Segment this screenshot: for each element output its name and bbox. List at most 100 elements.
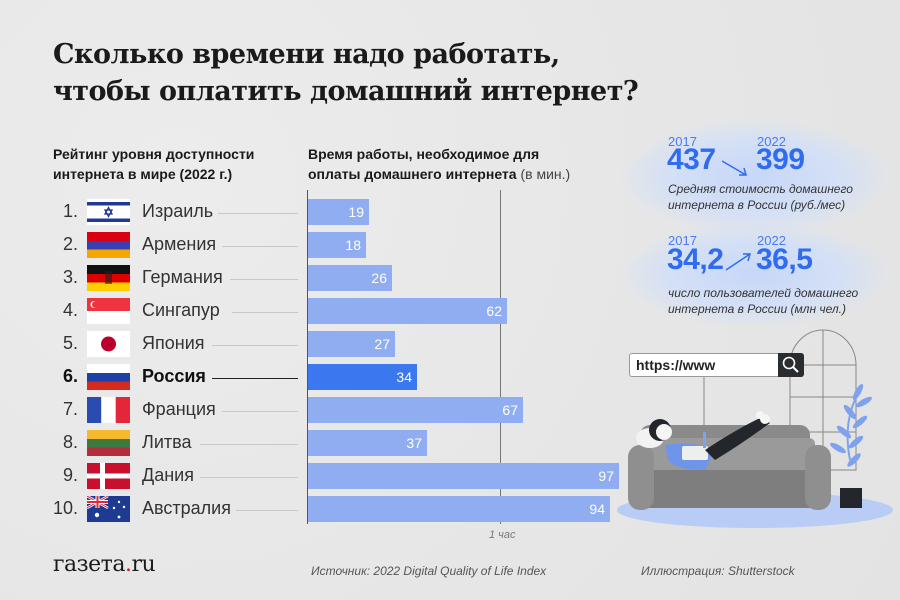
logo-text: газета	[53, 552, 125, 577]
gazeta-logo: газета.ru	[53, 552, 156, 577]
stat-desc-line-1: число пользователей домашнего	[668, 286, 859, 300]
logo-tld: ru	[131, 552, 156, 577]
source-caption: Источник: 2022 Digital Quality of Life I…	[311, 564, 547, 578]
rank-number: 5.	[62, 333, 78, 353]
stat-value-to: 36,5	[756, 243, 813, 276]
url-text: https://www	[636, 357, 716, 373]
ranking-row: 8. Литва	[0, 429, 300, 457]
stat-desc-line-2: интернета в России (млн чел.)	[668, 302, 846, 316]
country-name: Россия	[142, 366, 206, 386]
country-name: Армения	[142, 234, 217, 254]
country-name: Австралия	[142, 498, 231, 518]
bar-israel: 19	[308, 199, 369, 225]
russia-flag-icon	[87, 364, 130, 390]
ranking-row: 5. Япония	[0, 330, 300, 358]
logo-dot: .	[124, 552, 132, 577]
leader-line	[236, 510, 298, 511]
ranking-row: 3. Германия	[0, 264, 300, 292]
leader-line	[200, 477, 298, 478]
chart-header-unit: (в мин.)	[516, 166, 571, 182]
arrow-up-right-icon	[725, 253, 751, 271]
israel-flag-icon	[87, 199, 130, 225]
bar-france: 67	[308, 397, 523, 423]
bar-denmark: 97	[308, 463, 619, 489]
rank-number: 2.	[62, 234, 78, 254]
country-name: Франция	[142, 399, 216, 419]
stat-year-to: 2022	[757, 134, 786, 149]
ranking-row: 10. Австралия	[0, 495, 300, 523]
page-title: Сколько времени надо работать, чтобы опл…	[53, 36, 639, 110]
leader-line	[200, 444, 298, 445]
singapore-flag-icon	[87, 298, 130, 324]
leader-line	[222, 246, 298, 247]
bar-lithuania: 37	[308, 430, 427, 456]
ranking-row: 7. Франция	[0, 396, 300, 424]
rank-number: 10.	[52, 498, 78, 518]
rank-number: 8.	[62, 432, 78, 452]
country-name: Дания	[142, 465, 194, 485]
one-hour-reference-line	[500, 190, 501, 524]
ranking-row-highlighted: 6. Россия	[0, 363, 300, 391]
stat-value-from: 437	[667, 143, 716, 176]
rank-number: 6.	[62, 366, 78, 386]
australia-flag-icon	[87, 496, 130, 522]
bar-germany: 26	[308, 265, 392, 291]
woman-on-sofa-illustration	[617, 329, 893, 528]
country-name: Сингапур	[142, 300, 220, 320]
germany-flag-icon	[87, 265, 130, 291]
stat-value-to: 399	[756, 143, 805, 176]
title-line-1: Сколько времени надо работать,	[53, 39, 560, 70]
ranking-row: 9. Дания	[0, 462, 300, 490]
leader-line	[222, 411, 298, 412]
ranking-row: 4. Сингапур	[0, 297, 300, 325]
country-name: Япония	[142, 333, 205, 353]
leader-line	[218, 213, 298, 214]
rank-number: 7.	[62, 399, 78, 419]
france-flag-icon	[87, 397, 130, 423]
arrow-down-right-icon	[721, 160, 747, 176]
ranking-header: Рейтинг уровня доступности интернета в м…	[53, 144, 254, 184]
stat-year-from: 2017	[668, 134, 697, 149]
leader-line	[230, 279, 298, 280]
country-name: Израиль	[142, 201, 214, 221]
bar-singapore: 62	[308, 298, 507, 324]
chart-header-line-2: оплаты домашнего интернета (в мин.)	[308, 164, 570, 184]
rank-number: 9.	[62, 465, 78, 485]
search-icon	[778, 353, 804, 377]
rank-number: 1.	[62, 201, 78, 221]
ranking-row: 2. Армения	[0, 231, 300, 259]
url-search-bar: https://www	[629, 353, 804, 377]
country-name: Литва	[142, 432, 192, 452]
ranking-row: 1. Израиль	[0, 198, 300, 226]
ranking-header-line-1: Рейтинг уровня доступности	[53, 146, 255, 162]
bar-japan: 27	[308, 331, 395, 357]
stat-users-background	[620, 222, 890, 327]
stat-cost-background	[620, 120, 890, 235]
country-name: Германия	[142, 267, 223, 287]
bar-australia: 94	[308, 496, 610, 522]
ranking-header-line-2: интернета в мире (2022 г.)	[53, 166, 233, 182]
chart-header-bold: оплаты домашнего интернета	[308, 166, 517, 182]
stat-desc-line-2: интернета в России (руб./мес)	[668, 198, 846, 212]
chart-header: Время работы, необходимое для оплаты дом…	[308, 144, 570, 184]
lithuania-flag-icon	[87, 430, 130, 456]
stat-year-to: 2022	[757, 233, 786, 248]
one-hour-label: 1 час	[489, 529, 516, 541]
illustration-credit: Иллюстрация: Shutterstock	[641, 564, 795, 578]
stat-desc-line-1: Средняя стоимость домашнего	[668, 182, 853, 196]
denmark-flag-icon	[87, 463, 130, 489]
bar-russia: 34	[308, 364, 417, 390]
rank-number: 4.	[62, 300, 78, 320]
chart-header-line-1: Время работы, необходимое для	[308, 146, 540, 162]
japan-flag-icon	[87, 331, 130, 357]
title-line-2: чтобы оплатить домашний интернет?	[53, 76, 639, 107]
leader-line	[212, 378, 298, 379]
armenia-flag-icon	[87, 232, 130, 258]
leader-line	[232, 312, 298, 313]
rank-number: 3.	[62, 267, 78, 287]
stat-year-from: 2017	[668, 233, 697, 248]
bar-armenia: 18	[308, 232, 366, 258]
stat-value-from: 34,2	[667, 243, 724, 276]
leader-line	[212, 345, 298, 346]
chart-axis	[307, 190, 308, 524]
